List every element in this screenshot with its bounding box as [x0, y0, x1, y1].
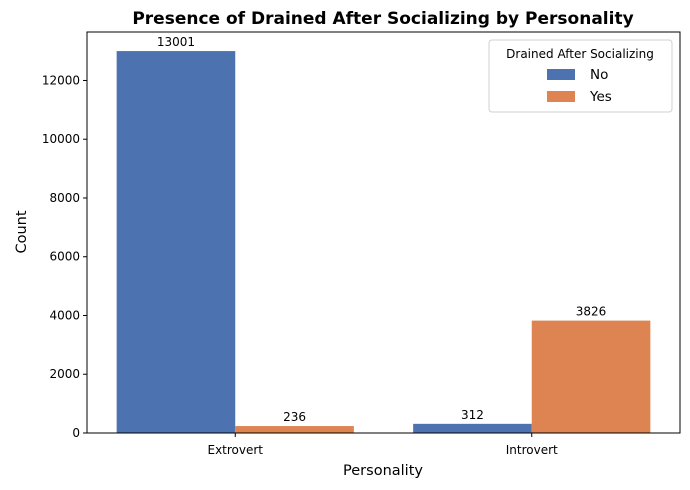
y-tick-label: 8000	[49, 191, 80, 205]
x-tick-label: Introvert	[506, 443, 558, 457]
legend-swatch	[547, 69, 575, 80]
legend: Drained After Socializing No Yes	[488, 39, 673, 113]
legend-frame	[488, 39, 673, 113]
plot-frame	[86, 31, 681, 434]
y-tick-label: 12000	[42, 73, 80, 87]
legend-entry-label: No	[590, 67, 608, 83]
y-tick-label: 2000	[49, 367, 80, 381]
legend-title: Drained After Socializing	[506, 47, 654, 61]
bar	[116, 51, 236, 434]
y-tick-label: 6000	[49, 250, 80, 264]
plot-area: 0 2000 4000 6000 8000 10000 12000 Extrovert 1300…	[42, 35, 651, 457]
legend-entry-label: Yes	[589, 89, 612, 105]
y-tick-label: 10000	[42, 132, 80, 146]
bar	[531, 320, 651, 433]
bar	[235, 426, 354, 433]
y-tick-label: 0	[72, 426, 80, 440]
data-label: 312	[461, 408, 484, 422]
bar	[413, 423, 532, 433]
data-label: 13001	[157, 35, 195, 49]
y-axis-label: Count	[14, 210, 30, 253]
y-tick-label: 4000	[49, 308, 80, 322]
legend-swatch	[547, 91, 575, 102]
x-axis-label: Personality	[343, 463, 423, 479]
data-label: 3826	[576, 305, 607, 319]
chart-title: Presence of Drained After Socializing by…	[132, 9, 633, 29]
x-tick-label: Extrovert	[207, 443, 263, 457]
data-label: 236	[283, 410, 306, 424]
